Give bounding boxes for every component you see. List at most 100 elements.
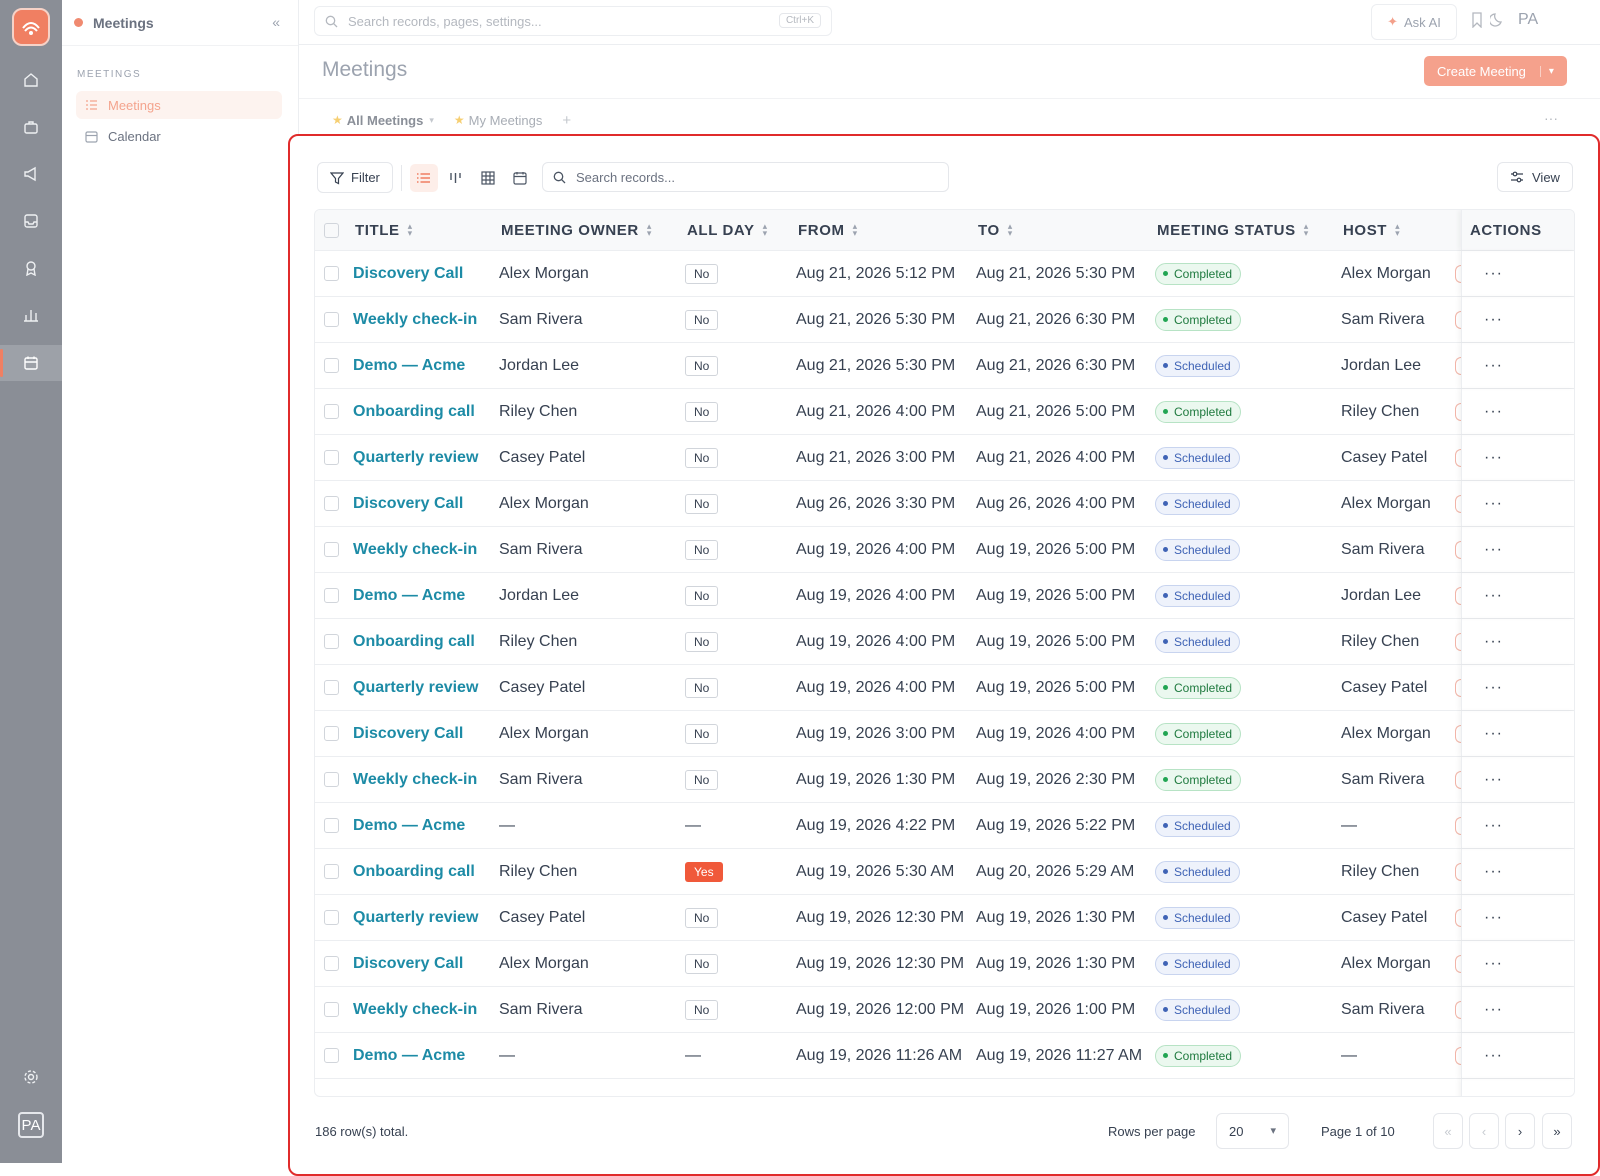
- meeting-title-link[interactable]: Weekly check-in: [353, 757, 477, 802]
- column-header-all-day[interactable]: ALL DAY ▴ ▾: [687, 210, 768, 250]
- table-row[interactable]: Weekly check-in Sam Rivera No Aug 19, 2026 …: [315, 987, 1574, 1033]
- row-actions-menu-icon[interactable]: ···: [1484, 356, 1503, 374]
- meeting-title-link[interactable]: Onboarding call: [353, 849, 475, 894]
- table-row[interactable]: Demo — Acme — — Aug 19, 2026 4:22 PM Aug 19,…: [315, 803, 1574, 849]
- home-icon[interactable]: [0, 62, 62, 98]
- row-checkbox[interactable]: [324, 665, 339, 710]
- meeting-title-link[interactable]: Weekly check-in: [353, 297, 477, 342]
- row-actions-menu-icon[interactable]: ···: [1484, 862, 1503, 880]
- row-checkbox[interactable]: [324, 803, 339, 848]
- meeting-title-link[interactable]: Quarterly review: [353, 895, 478, 940]
- meeting-title-link[interactable]: Discovery Call: [353, 711, 463, 756]
- meeting-title[interactable]: Discovery Call: [353, 954, 464, 972]
- meeting-title[interactable]: Demo — Acme: [353, 1046, 466, 1064]
- grid-view-icon[interactable]: [474, 164, 502, 192]
- row-actions-menu-icon[interactable]: ···: [1484, 954, 1503, 972]
- meeting-title-link[interactable]: Weekly check-in: [353, 987, 477, 1032]
- rows-per-page-select[interactable]: 20 ▾: [1216, 1113, 1289, 1149]
- row-checkbox[interactable]: [324, 389, 339, 434]
- meeting-title[interactable]: Quarterly review: [353, 678, 479, 696]
- tab-my-meetings[interactable]: ★ My Meetings: [444, 107, 552, 133]
- column-header-from[interactable]: FROM ▴ ▾: [798, 210, 858, 250]
- row-checkbox[interactable]: [324, 527, 339, 572]
- table-row[interactable]: Quarterly review Casey Patel No Aug 19, 202…: [315, 895, 1574, 941]
- meeting-title[interactable]: Weekly check-in: [353, 540, 478, 558]
- meeting-title[interactable]: Weekly check-in: [353, 770, 478, 788]
- more-options-icon[interactable]: ···: [1544, 110, 1558, 126]
- table-row[interactable]: Demo — Acme — — Aug 19, 2026 11:26 AM Aug 19…: [315, 1033, 1574, 1079]
- row-actions-menu-icon[interactable]: ···: [1484, 678, 1503, 696]
- meeting-title[interactable]: Onboarding call: [353, 402, 475, 420]
- meeting-title-link[interactable]: Weekly check-in: [353, 527, 477, 572]
- records-search-input[interactable]: Search records...: [542, 162, 949, 192]
- moon-icon[interactable]: [1488, 12, 1505, 31]
- table-row[interactable]: Onboarding call Riley Chen No Aug 19, 2026 …: [315, 619, 1574, 665]
- row-checkbox[interactable]: [324, 849, 339, 894]
- meeting-title-link[interactable]: Demo — Acme: [353, 803, 465, 848]
- list-view-icon[interactable]: [409, 163, 438, 192]
- table-row[interactable]: Quarterly review Casey Patel No Aug 19, 202…: [315, 665, 1574, 711]
- meeting-title[interactable]: Demo — Acme: [353, 586, 466, 604]
- row-actions-menu-icon[interactable]: ···: [1484, 494, 1503, 512]
- row-checkbox[interactable]: [324, 941, 339, 986]
- row-actions-menu-icon[interactable]: ···: [1484, 402, 1503, 420]
- row-checkbox[interactable]: [324, 895, 339, 940]
- column-header-to[interactable]: TO ▴ ▾: [978, 210, 1013, 250]
- row-actions-menu-icon[interactable]: ···: [1484, 540, 1503, 558]
- meeting-title[interactable]: Demo — Acme: [353, 356, 466, 374]
- row-actions-menu-icon[interactable]: ···: [1484, 632, 1503, 650]
- add-tab-button[interactable]: +: [562, 111, 572, 129]
- table-row[interactable]: Weekly check-in Sam Rivera No Aug 19, 2026 …: [315, 757, 1574, 803]
- table-row[interactable]: Discovery Call Alex Morgan No Aug 26, 2026 …: [315, 481, 1574, 527]
- row-checkbox[interactable]: [324, 297, 339, 342]
- meeting-title-link[interactable]: Discovery Call: [353, 251, 463, 296]
- meeting-title-link[interactable]: Quarterly review: [353, 435, 478, 480]
- row-checkbox[interactable]: [324, 481, 339, 526]
- row-checkbox[interactable]: [324, 757, 339, 802]
- create-meeting-button[interactable]: Create Meeting ▾: [1424, 56, 1567, 86]
- table-row[interactable]: Discovery Call Alex Morgan No Aug 19, 2026 …: [315, 941, 1574, 987]
- row-checkbox[interactable]: [324, 343, 339, 388]
- meeting-title-link[interactable]: Demo — Acme: [353, 343, 465, 388]
- first-page-button[interactable]: «: [1433, 1113, 1463, 1149]
- table-row[interactable]: Discovery Call Alex Morgan No Aug 21, 2026 …: [315, 251, 1574, 297]
- row-actions-menu-icon[interactable]: ···: [1484, 816, 1503, 834]
- meeting-title[interactable]: Demo — Acme: [353, 816, 466, 834]
- filter-button[interactable]: Filter: [317, 162, 393, 193]
- row-actions-menu-icon[interactable]: ···: [1484, 310, 1503, 328]
- meeting-title[interactable]: Weekly check-in: [353, 310, 478, 328]
- view-options-button[interactable]: View: [1497, 162, 1573, 192]
- last-page-button[interactable]: »: [1542, 1113, 1572, 1149]
- row-actions-menu-icon[interactable]: ···: [1484, 724, 1503, 742]
- meeting-title[interactable]: Onboarding call: [353, 862, 475, 880]
- row-checkbox[interactable]: [324, 573, 339, 618]
- meeting-title-link[interactable]: Demo — Acme: [353, 573, 465, 618]
- award-icon[interactable]: [0, 250, 62, 286]
- calendar-nav-icon[interactable]: [0, 345, 62, 381]
- tab-all-meetings[interactable]: ★ All Meetings ▾: [322, 107, 444, 133]
- row-actions-menu-icon[interactable]: ···: [1484, 264, 1503, 282]
- meeting-title[interactable]: Discovery Call: [353, 494, 464, 512]
- chevron-down-icon[interactable]: ▾: [1539, 65, 1554, 77]
- sidebar-item-calendar[interactable]: Calendar: [76, 122, 282, 150]
- meeting-title-link[interactable]: Demo — Acme: [353, 1033, 465, 1078]
- collapse-sidebar-icon[interactable]: «: [272, 14, 280, 30]
- column-header-title[interactable]: TITLE ▴ ▾: [355, 210, 413, 250]
- meeting-title-link[interactable]: Discovery Call: [353, 941, 463, 986]
- table-row[interactable]: Quarterly review Casey Patel No Aug 21, 202…: [315, 435, 1574, 481]
- meeting-title[interactable]: Quarterly review: [353, 448, 479, 466]
- meeting-title-link[interactable]: Discovery Call: [353, 481, 463, 526]
- table-row[interactable]: Demo — Acme Jordan Lee No Aug 19, 2026 4:00…: [315, 573, 1574, 619]
- next-page-button[interactable]: ›: [1505, 1113, 1535, 1149]
- row-actions-menu-icon[interactable]: ···: [1484, 908, 1503, 926]
- column-header-host[interactable]: HOST ▴ ▾: [1343, 210, 1400, 250]
- meeting-title[interactable]: Onboarding call: [353, 632, 475, 650]
- select-all-checkbox[interactable]: [324, 210, 339, 250]
- megaphone-icon[interactable]: [0, 156, 62, 192]
- row-actions-menu-icon[interactable]: ···: [1484, 770, 1503, 788]
- row-actions-menu-icon[interactable]: ···: [1484, 1000, 1503, 1018]
- row-checkbox[interactable]: [324, 251, 339, 296]
- meeting-title-link[interactable]: Quarterly review: [353, 665, 478, 710]
- settings-icon[interactable]: [0, 1059, 62, 1095]
- column-header-owner[interactable]: MEETING OWNER ▴ ▾: [501, 210, 652, 250]
